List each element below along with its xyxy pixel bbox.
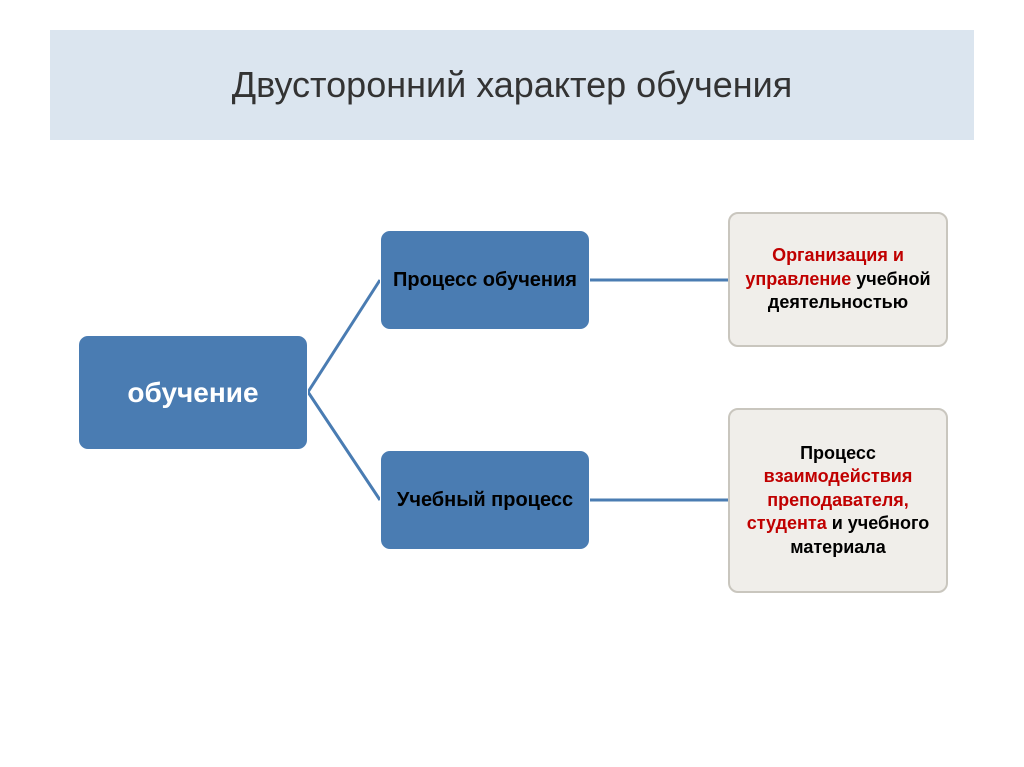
node-mid-bottom: Учебный процесс xyxy=(380,450,590,550)
node-leaf-top: Организация и управление учебной деятель… xyxy=(728,212,948,347)
node-leaf-bottom-text: Процесс взаимодействия преподавателя, ст… xyxy=(742,442,934,559)
title-bar: Двусторонний характер обучения xyxy=(50,30,974,140)
node-root: обучение xyxy=(78,335,308,450)
node-leaf-bottom: Процесс взаимодействия преподавателя, ст… xyxy=(728,408,948,593)
edge-root-midbottom xyxy=(308,392,380,500)
node-leaf-top-text: Организация и управление учебной деятель… xyxy=(742,244,934,314)
node-mid-bottom-label: Учебный процесс xyxy=(397,488,573,513)
edge-root-midtop xyxy=(308,280,380,392)
node-mid-top: Процесс обучения xyxy=(380,230,590,330)
page-title: Двусторонний характер обучения xyxy=(232,64,793,106)
node-mid-top-label: Процесс обучения xyxy=(393,268,577,293)
diagram-canvas: обучение Процесс обучения Учебный процес… xyxy=(0,200,1024,760)
node-root-label: обучение xyxy=(127,377,258,409)
